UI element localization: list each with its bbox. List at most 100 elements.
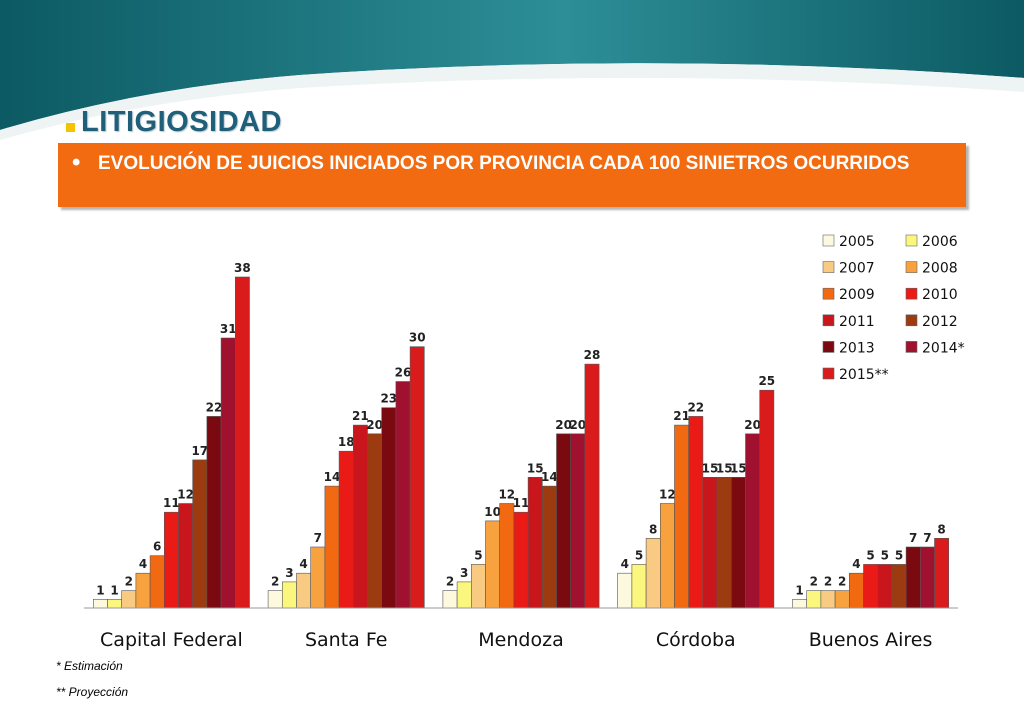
data-label: 7: [314, 531, 322, 545]
data-label: 21: [673, 409, 690, 423]
bar-santa-fe-2015: [409, 346, 425, 609]
bar-buenos-aires-2006: [806, 590, 822, 609]
legend-swatch: [822, 341, 835, 353]
legend-swatch: [822, 287, 835, 300]
bar-córdoba-2008: [659, 503, 675, 609]
bar-capital-federal-2015: [235, 276, 250, 609]
legend-swatch: [905, 341, 918, 353]
data-label: 2: [271, 575, 279, 589]
bar-mendoza-2009: [499, 503, 515, 609]
data-label: 2: [125, 575, 133, 589]
data-label: 20: [366, 418, 383, 432]
bar-santa-fe-2006: [281, 581, 297, 609]
data-label: 20: [555, 418, 572, 432]
bar-mendoza-2008: [485, 520, 500, 609]
data-label: 15: [702, 461, 719, 475]
legend-swatch: [905, 234, 918, 247]
data-label: 1: [795, 583, 803, 597]
data-label: 2: [810, 575, 818, 589]
bar-capital-federal-2005: [93, 598, 108, 609]
bar-mendoza-2014: [570, 433, 586, 609]
data-label: 4: [299, 557, 307, 571]
legend-swatch: [905, 314, 918, 327]
legend-swatch: [905, 261, 918, 273]
data-label: 15: [730, 461, 747, 475]
bar-buenos-aires-2009: [848, 572, 864, 609]
data-label: 23: [380, 392, 397, 406]
data-label: 12: [498, 488, 515, 502]
data-label: 20: [744, 418, 761, 432]
data-label: 11: [163, 496, 180, 510]
bar-mendoza-2006: [456, 581, 472, 609]
bar-santa-fe-2005: [267, 590, 283, 609]
bar-buenos-aires-2013: [905, 546, 921, 609]
legend-entry: 2006: [922, 234, 958, 250]
legend-entry: 2013: [839, 340, 875, 356]
data-label: 7: [909, 531, 917, 545]
bar-capital-federal-2007: [121, 590, 137, 609]
bar-mendoza-2010: [513, 511, 529, 609]
bar-córdoba-2012: [716, 476, 732, 609]
bar-buenos-aires-2005: [792, 598, 807, 609]
header-banner: [0, 0, 1024, 140]
category-label: Capital Federal: [100, 629, 243, 651]
data-label: 14: [324, 470, 341, 484]
data-label: 5: [866, 548, 874, 562]
header-teal-wave: [0, 0, 1024, 130]
data-label: 4: [852, 557, 860, 571]
legend-entry: 2007: [839, 261, 875, 277]
data-label: 5: [881, 548, 889, 562]
bar-buenos-aires-2007: [820, 590, 836, 609]
data-label: 12: [177, 488, 194, 502]
bar-mendoza-2005: [442, 590, 458, 609]
data-label: 5: [474, 548, 482, 562]
data-label: 12: [659, 488, 676, 502]
title-row: LITIGIOSIDAD: [66, 104, 282, 140]
data-label: 3: [285, 566, 293, 580]
legend-swatch: [822, 314, 835, 327]
bar-santa-fe-2010: [338, 450, 354, 609]
bar-capital-federal-2006: [107, 598, 122, 609]
bar-santa-fe-2012: [367, 433, 382, 609]
bar-santa-fe-2014: [395, 381, 411, 609]
data-label: 2: [824, 575, 832, 589]
data-label: 11: [513, 496, 530, 510]
data-label: 26: [395, 366, 412, 380]
bar-santa-fe-2009: [324, 485, 340, 609]
bar-córdoba-2011: [702, 476, 718, 609]
category-label: Santa Fe: [305, 629, 387, 651]
subtitle-banner: • EVOLUCIÓN DE JUICIOS INICIADOS POR PRO…: [58, 143, 966, 207]
legend-entry: 2011: [839, 314, 875, 330]
data-label: 18: [338, 435, 355, 449]
data-label: 4: [621, 557, 629, 571]
bar-santa-fe-2007: [296, 572, 311, 609]
data-label: 4: [139, 557, 147, 571]
legend-entry: 2008: [922, 261, 958, 277]
data-label: 28: [584, 348, 601, 362]
data-label: 1: [110, 583, 118, 597]
bar-capital-federal-2011: [178, 503, 193, 609]
legend-swatch: [822, 367, 835, 380]
footnote-proyeccion: ** Proyección: [56, 685, 129, 699]
header-white-swoosh: [0, 63, 1024, 140]
bar-córdoba-2013: [730, 476, 746, 609]
legend-swatch: [822, 234, 835, 247]
legend-entry: 2005: [839, 234, 875, 250]
bar-mendoza-2007: [470, 564, 486, 609]
bar-buenos-aires-2014: [919, 546, 935, 609]
data-label: 8: [649, 522, 657, 536]
bar-capital-federal-2008: [135, 572, 151, 609]
subtitle-bullet-icon: •: [72, 149, 81, 176]
bar-córdoba-2010: [688, 416, 704, 609]
data-label: 25: [758, 374, 775, 388]
bar-capital-federal-2014: [220, 337, 236, 609]
data-label: 1: [96, 583, 104, 597]
bar-buenos-aires-2012: [891, 564, 907, 609]
bar-santa-fe-2013: [381, 407, 397, 609]
bar-mendoza-2011: [527, 476, 543, 609]
bar-capital-federal-2009: [149, 555, 165, 609]
data-label: 6: [153, 540, 161, 554]
bar-capital-federal-2012: [192, 459, 208, 609]
bar-buenos-aires-2011: [877, 564, 893, 609]
